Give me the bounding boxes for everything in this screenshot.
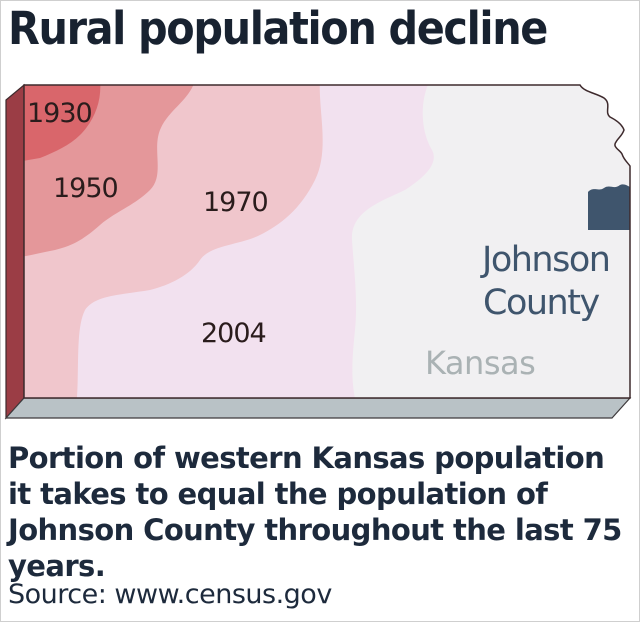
- map-bottom-side: [4, 397, 632, 419]
- page-title: Rural population decline: [8, 2, 548, 55]
- label-1970: 1970: [203, 187, 268, 218]
- kansas-map: 1930 1950 1970 2004 Johnson County Kansa…: [4, 83, 632, 420]
- state-outline: [23, 84, 631, 399]
- caption: Portion of western Kansas population it …: [8, 441, 622, 583]
- label-2004: 2004: [201, 318, 266, 349]
- state-label: Kansas: [425, 344, 535, 382]
- label-1930: 1930: [27, 98, 92, 129]
- region-1930: [24, 85, 101, 165]
- johnson-county: [588, 184, 630, 230]
- county-label-line2: County: [483, 283, 599, 323]
- map-left-side: [5, 83, 25, 420]
- source-credit: Source: www.census.gov: [8, 579, 332, 610]
- county-label-line1: Johnson: [480, 240, 609, 280]
- label-1950: 1950: [53, 173, 118, 204]
